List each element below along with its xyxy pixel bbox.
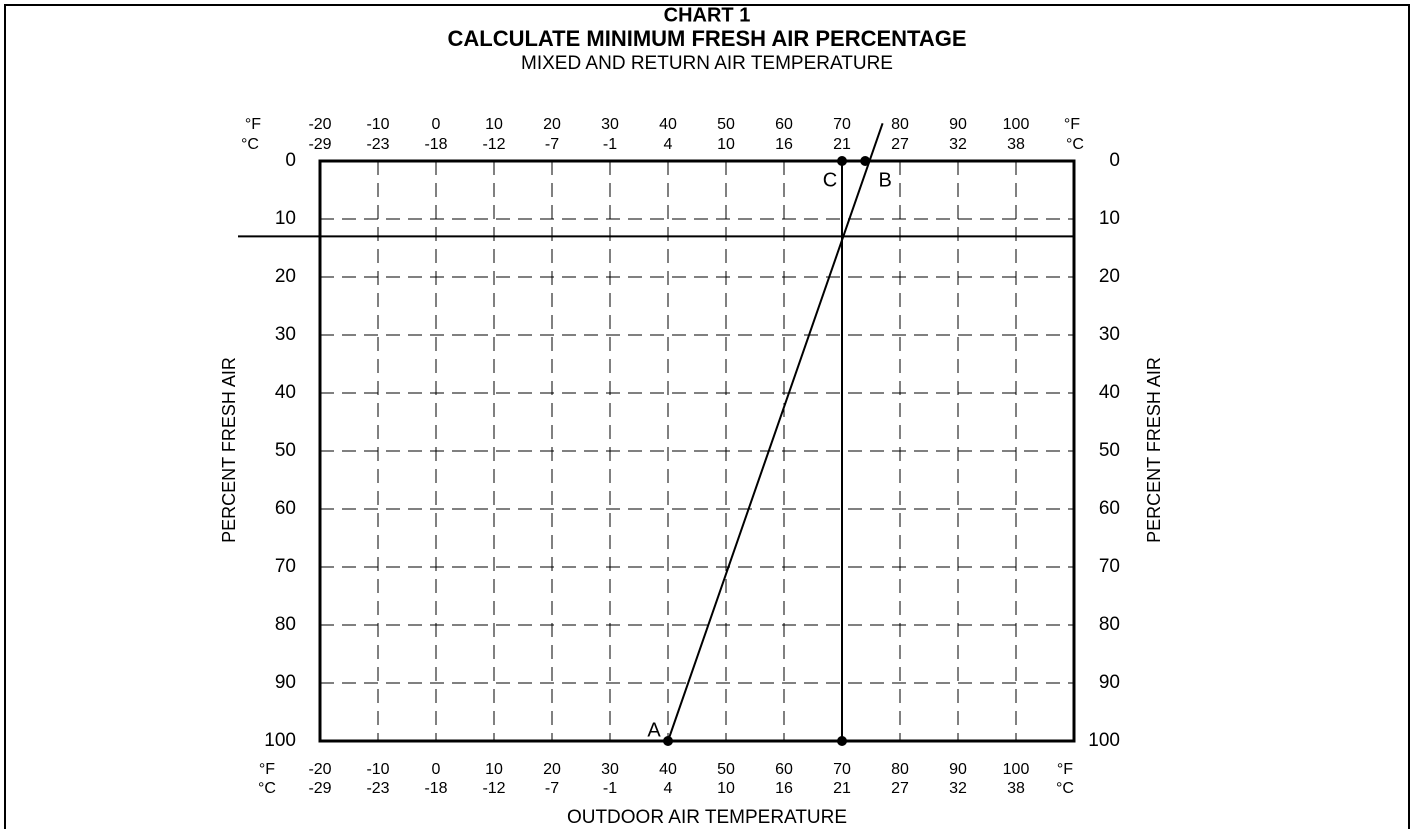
point (860, 156, 871, 166)
y-tick-label: 60 (275, 498, 296, 519)
x-tick-label: -20 (308, 761, 331, 778)
x-tick-label: -10 (366, 116, 389, 133)
x-tick-label: 80 (891, 116, 909, 133)
celsius-tick-label: 4 (664, 136, 673, 153)
y-tick-label: 0 (285, 150, 296, 171)
x-tick-label: 30 (601, 116, 619, 133)
celsius-tick-label: 10 (717, 136, 735, 153)
y-tick-label: 20 (1099, 266, 1120, 287)
line (667, 122, 884, 742)
celsius-tick-label: 27 (891, 136, 909, 153)
x-tick-label: 10 (485, 761, 503, 778)
x-tick-label: 100 (1003, 761, 1030, 778)
point (837, 736, 847, 746)
x-tick-label: 60 (775, 761, 793, 778)
celsius-tick-label: 32 (949, 136, 967, 153)
celsius-tick-label: 16 (775, 136, 793, 153)
celsius-tick-label: 4 (664, 780, 673, 797)
unit-label: °C (1066, 136, 1084, 153)
point (663, 736, 673, 746)
x-tick-label: 40 (659, 116, 677, 133)
celsius-tick-label: 21 (833, 136, 851, 153)
celsius-tick-label: -12 (482, 780, 505, 797)
y-tick-label: 80 (275, 614, 296, 635)
unit-label: °F (1057, 761, 1073, 778)
x-tick-label: 80 (891, 761, 909, 778)
y-tick-label: 10 (275, 208, 296, 229)
celsius-tick-label: 38 (1007, 780, 1025, 797)
x-tick-label: 20 (543, 116, 561, 133)
y-tick-label: 40 (275, 382, 296, 403)
celsius-tick-label: 21 (833, 780, 851, 797)
top-axis-title: MIXED AND RETURN AIR TEMPERATURE (521, 53, 893, 74)
y-tick-label: 90 (275, 672, 296, 693)
y-tick-label: 40 (1099, 382, 1120, 403)
y-tick-label: 30 (275, 324, 296, 345)
x-tick-label: 100 (1003, 116, 1030, 133)
y-tick-label: 70 (1099, 556, 1120, 577)
celsius-tick-label: -7 (545, 136, 559, 153)
celsius-tick-label: 16 (775, 780, 793, 797)
celsius-tick-label: -23 (366, 136, 389, 153)
point-label: B (879, 169, 892, 191)
x-tick-label: 30 (601, 761, 619, 778)
celsius-tick-label: -18 (424, 136, 447, 153)
y-axis-title: PERCENT FRESH AIR (219, 357, 239, 543)
celsius-tick-label: 38 (1007, 136, 1025, 153)
x-tick-label: 90 (949, 761, 967, 778)
point-label: C (823, 169, 837, 191)
chart-title: CHART 1 (664, 4, 751, 26)
y-tick-label: 0 (1109, 150, 1120, 171)
celsius-tick-label: -1 (603, 780, 617, 797)
x-tick-label: 90 (949, 116, 967, 133)
celsius-tick-label: 27 (891, 780, 909, 797)
frame (4, 4, 1410, 829)
x-tick-label: 70 (833, 761, 851, 778)
plot-frame (318, 159, 1076, 743)
y-tick-label: 80 (1099, 614, 1120, 635)
y-tick-label: 20 (275, 266, 296, 287)
unit-label: °C (258, 780, 276, 797)
x-tick-label: 70 (833, 116, 851, 133)
x-tick-label: 20 (543, 761, 561, 778)
y-tick-label: 100 (264, 730, 296, 751)
x-tick-label: 0 (432, 116, 441, 133)
x-tick-label: 10 (485, 116, 503, 133)
y-axis-title-right: PERCENT FRESH AIR (1144, 357, 1164, 543)
y-tick-label: 30 (1099, 324, 1120, 345)
unit-label: °F (259, 761, 275, 778)
x-tick-label: 50 (717, 761, 735, 778)
celsius-tick-label: 32 (949, 780, 967, 797)
point-label: A (647, 719, 661, 741)
celsius-tick-label: -29 (308, 780, 331, 797)
y-tick-label: 50 (1099, 440, 1120, 461)
y-tick-label: 90 (1099, 672, 1120, 693)
x-tick-label: -10 (366, 761, 389, 778)
point (837, 156, 847, 166)
unit-label: °F (1064, 116, 1080, 133)
unit-label: °F (245, 116, 261, 133)
y-tick-label: 70 (275, 556, 296, 577)
celsius-tick-label: 10 (717, 780, 735, 797)
x-tick-label: -20 (308, 116, 331, 133)
x-tick-label: 0 (432, 761, 441, 778)
y-tick-label: 10 (1099, 208, 1120, 229)
celsius-tick-label: -1 (603, 136, 617, 153)
x-axis-title: OUTDOOR AIR TEMPERATURE (567, 807, 847, 828)
chart-subtitle: CALCULATE MINIMUM FRESH AIR PERCENTAGE (447, 26, 966, 51)
x-tick-label: 50 (717, 116, 735, 133)
unit-label: °C (1056, 780, 1074, 797)
unit-label: °C (241, 136, 259, 153)
y-tick-label: 60 (1099, 498, 1120, 519)
x-tick-label: 40 (659, 761, 677, 778)
x-tick-label: 60 (775, 116, 793, 133)
celsius-tick-label: -7 (545, 780, 559, 797)
y-tick-label: 50 (275, 440, 296, 461)
y-tick-label: 100 (1088, 730, 1120, 751)
celsius-tick-label: -23 (366, 780, 389, 797)
celsius-tick-label: -12 (482, 136, 505, 153)
celsius-tick-label: -29 (308, 136, 331, 153)
celsius-tick-label: -18 (424, 780, 447, 797)
